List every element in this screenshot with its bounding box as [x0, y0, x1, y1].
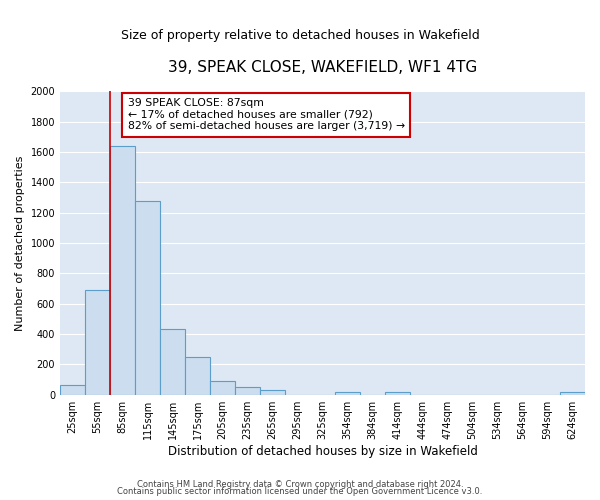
- Text: Contains public sector information licensed under the Open Government Licence v3: Contains public sector information licen…: [118, 488, 482, 496]
- Bar: [335, 392, 360, 394]
- Text: 39 SPEAK CLOSE: 87sqm
← 17% of detached houses are smaller (792)
82% of semi-det: 39 SPEAK CLOSE: 87sqm ← 17% of detached …: [128, 98, 404, 132]
- Bar: [385, 392, 410, 394]
- Bar: [260, 390, 285, 394]
- Title: 39, SPEAK CLOSE, WAKEFIELD, WF1 4TG: 39, SPEAK CLOSE, WAKEFIELD, WF1 4TG: [168, 60, 477, 75]
- X-axis label: Distribution of detached houses by size in Wakefield: Distribution of detached houses by size …: [167, 444, 478, 458]
- Bar: [185, 357, 210, 395]
- Bar: [560, 392, 585, 394]
- Bar: [235, 387, 260, 394]
- Text: Contains HM Land Registry data © Crown copyright and database right 2024.: Contains HM Land Registry data © Crown c…: [137, 480, 463, 489]
- Bar: [210, 381, 235, 394]
- Bar: [60, 385, 85, 394]
- Text: Size of property relative to detached houses in Wakefield: Size of property relative to detached ho…: [121, 30, 479, 43]
- Bar: [135, 200, 160, 394]
- Y-axis label: Number of detached properties: Number of detached properties: [15, 156, 25, 331]
- Bar: [110, 146, 135, 394]
- Bar: [85, 290, 110, 395]
- Bar: [160, 328, 185, 394]
